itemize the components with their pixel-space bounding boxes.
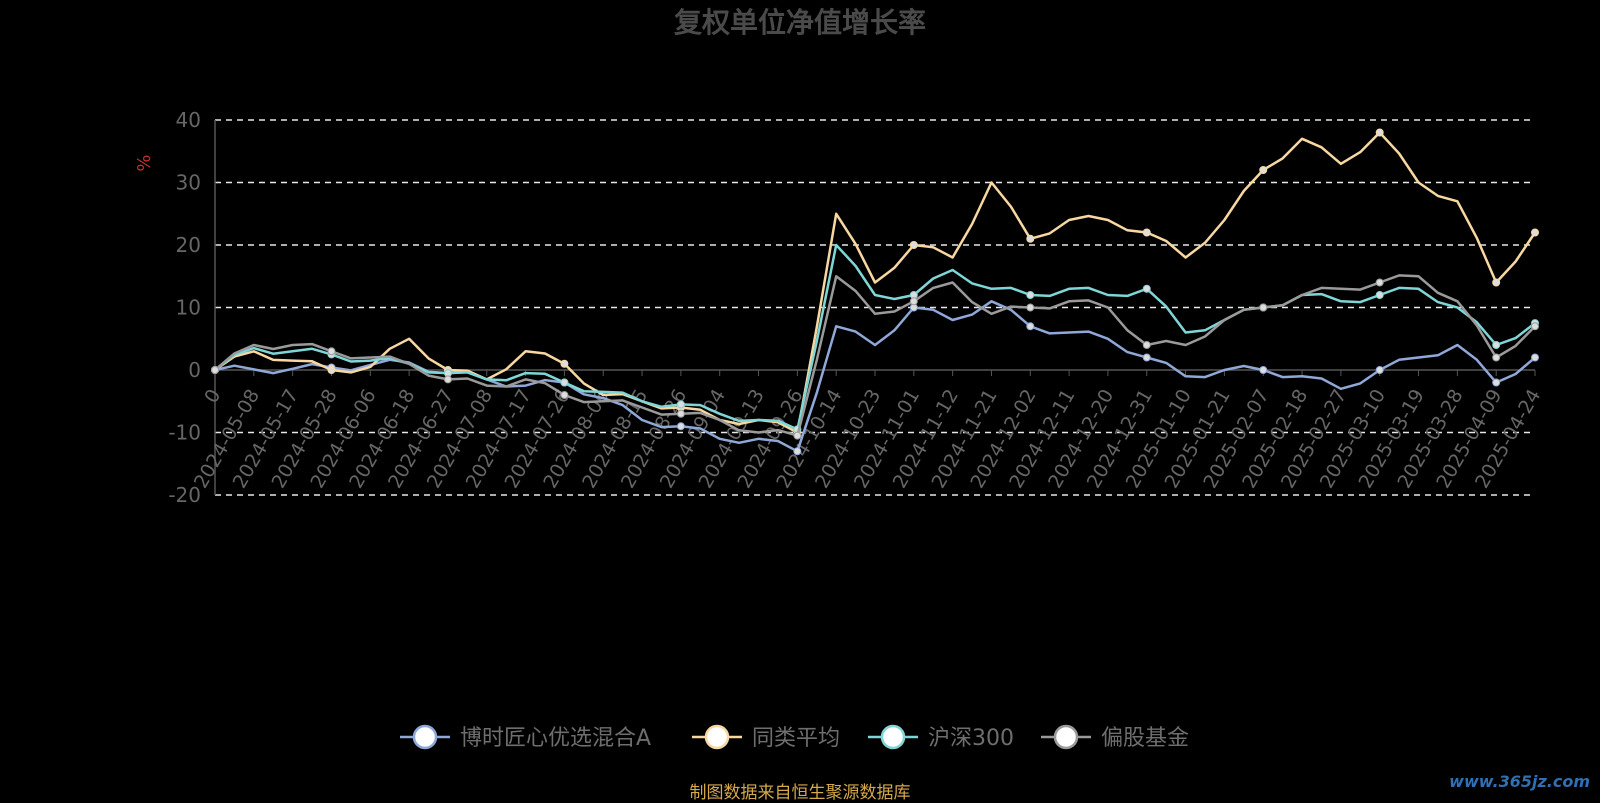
series-point	[909, 297, 918, 306]
legend-item-0[interactable]: 博时匠心优选混合A	[400, 724, 651, 751]
series-point	[676, 422, 685, 431]
series-point	[1026, 303, 1035, 312]
series-point	[676, 409, 685, 418]
legend[interactable]: 博时匠心优选混合A 同类平均 沪深300 偏股基金	[400, 724, 1189, 751]
grid	[215, 119, 1535, 496]
series-point	[1026, 234, 1035, 243]
legend-item-1[interactable]: 同类平均	[692, 724, 840, 751]
series-point	[443, 375, 452, 384]
series-point	[1375, 291, 1384, 299]
series-point	[1142, 341, 1151, 349]
series-lines	[211, 128, 1539, 456]
series-point	[909, 241, 918, 249]
series-point	[1026, 291, 1035, 299]
chart-title: 复权单位净值增长率	[674, 6, 926, 39]
legend-item-2[interactable]: 沪深300	[868, 724, 1014, 751]
series-point	[793, 431, 802, 440]
series-point	[1259, 366, 1268, 374]
series-point	[211, 366, 219, 374]
legend-marker	[412, 724, 438, 750]
legend-marker	[1053, 724, 1079, 750]
series-point	[793, 447, 802, 456]
series-point	[1142, 353, 1151, 362]
y-axis-label: %	[134, 154, 155, 171]
series-point	[676, 400, 685, 409]
series-point	[1492, 341, 1501, 349]
series-point	[1531, 322, 1539, 331]
series-point	[1492, 378, 1501, 387]
series-point	[1259, 303, 1268, 312]
series-point	[327, 347, 336, 356]
watermark: www.365jz.com	[1449, 772, 1590, 791]
legend-marker	[880, 724, 906, 750]
series-point	[327, 366, 336, 374]
series-point	[1375, 128, 1384, 137]
series-point	[1026, 322, 1035, 331]
legend-label: 偏股基金	[1101, 726, 1189, 751]
series-line-0	[214, 300, 1536, 453]
y-tick-label: 10	[176, 296, 201, 320]
y-tick-label: -20	[168, 483, 201, 507]
series-point	[1492, 353, 1501, 362]
legend-label: 同类平均	[752, 726, 840, 751]
legend-marker	[704, 724, 730, 750]
series-point	[560, 359, 569, 368]
series-point	[1142, 284, 1151, 293]
legend-item-3[interactable]: 偏股基金	[1041, 724, 1189, 751]
series-line-1	[214, 131, 1537, 434]
series-point	[1531, 353, 1539, 362]
series-point	[560, 378, 569, 387]
y-tick-label: 40	[176, 108, 201, 132]
y-tick-label: 30	[176, 171, 201, 195]
series-point	[1375, 278, 1384, 287]
y-tick-labels: -20 -10 0 10 20 30 40	[168, 108, 201, 507]
y-tick-label: 20	[176, 233, 201, 257]
series-point	[1375, 366, 1384, 374]
series-point	[1492, 278, 1501, 287]
y-tick-label: 0	[188, 358, 201, 382]
series-point	[1531, 228, 1539, 237]
legend-label: 博时匠心优选混合A	[460, 726, 651, 751]
x-tick-label: 0	[200, 386, 225, 407]
series-line-3	[214, 274, 1536, 437]
series-point	[560, 391, 569, 399]
data-source-note: 制图数据来自恒生聚源数据库	[689, 783, 911, 803]
series-point	[1142, 228, 1151, 237]
y-tick-label: -10	[168, 421, 201, 445]
legend-label: 沪深300	[928, 726, 1014, 751]
series-point	[1259, 166, 1268, 174]
series-line-2	[214, 243, 1536, 431]
x-tick-labels: 02024-05-082024-05-172024-05-282024-06-0…	[190, 385, 1545, 492]
